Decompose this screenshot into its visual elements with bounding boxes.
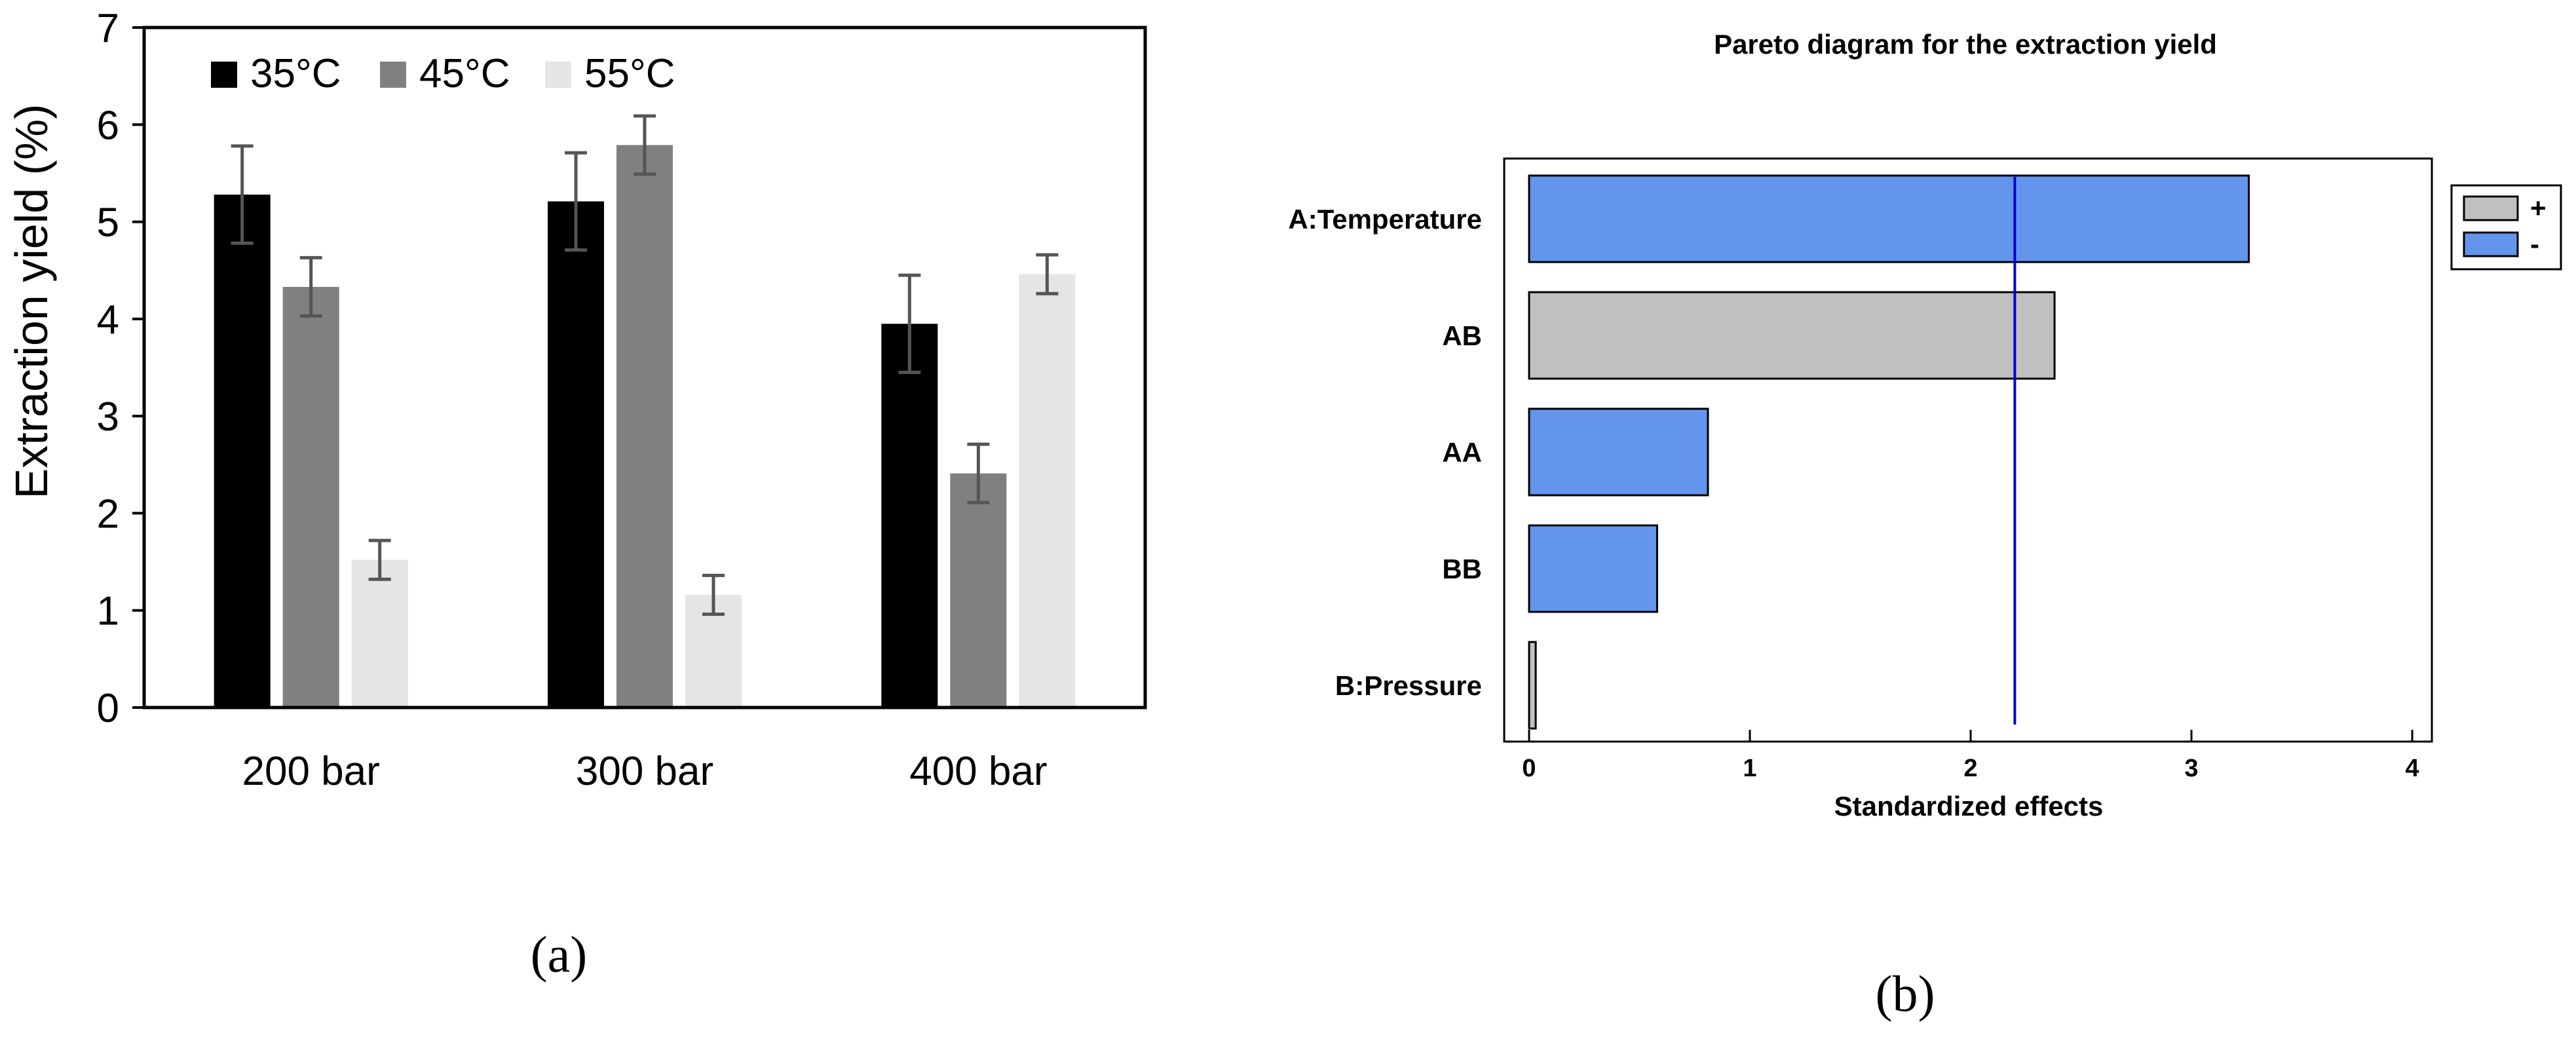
chart-a-y-tick-label: 7 — [97, 6, 119, 51]
chart-a-bar-1-1 — [214, 195, 271, 708]
chart-a-yield-by-pressure: 0 1 2 3 4 5 6 7 200 bar 300 bar 400 bar 35°C 45°C 5… — [6, 6, 1147, 983]
chart-a-y-axis-label: Extraction yield (%) — [6, 104, 57, 499]
chart-b-pareto-diagram: Pareto diagram for the extraction yield … — [1288, 29, 2562, 1022]
chart-a-error-bar-1-3 — [898, 273, 921, 374]
chart-a-legend-label: 55°C — [584, 51, 675, 96]
chart-b-bar-5 — [1528, 641, 1537, 730]
chart-b-legend-swatch — [2463, 195, 2519, 221]
chart-b-category-labels: A:Temperature AB AA BB B:Pressure — [1288, 204, 1482, 701]
chart-b-legend-swatch — [2463, 231, 2519, 257]
chart-b-category-label: AB — [1442, 320, 1482, 351]
chart-b-bars — [1528, 174, 2250, 730]
chart-b-bar-2 — [1528, 291, 2056, 380]
chart-b-legend-label: - — [2530, 229, 2539, 259]
chart-a-error-bar-2-2 — [634, 114, 656, 176]
chart-a-error-bar-1-2 — [565, 151, 587, 252]
chart-b-category-label: BB — [1442, 554, 1482, 584]
chart-b-bar-4 — [1528, 524, 1658, 613]
chart-a-legend-swatch — [380, 62, 406, 88]
chart-b-x-tick-label: 4 — [2405, 755, 2419, 782]
chart-a-bar-3-1 — [351, 559, 408, 708]
chart-a-bar-2-1 — [282, 286, 339, 708]
chart-b-x-ticks: 0 1 2 3 4 — [1522, 730, 2419, 782]
chart-a-error-bar-2-3 — [967, 442, 990, 504]
chart-a-bar-1-3 — [881, 324, 938, 708]
chart-b-x-tick-label: 2 — [1963, 755, 1977, 782]
chart-a-y-tick-label: 2 — [97, 491, 119, 537]
chart-a-legend-label: 35°C — [250, 51, 341, 96]
chart-b-x-axis-label: Standardized effects — [1834, 791, 2104, 822]
chart-a-y-ticks: 0 1 2 3 4 5 6 7 — [97, 6, 144, 731]
chart-b-x-tick-label: 1 — [1743, 755, 1756, 782]
chart-a-y-tick-label: 6 — [97, 103, 119, 148]
chart-a-bar-3-3 — [1019, 274, 1076, 708]
chart-a-plot-frame — [142, 26, 1147, 709]
chart-a-legend-swatch — [545, 62, 571, 88]
chart-a-x-tick-label: 300 bar — [576, 749, 713, 794]
chart-a-legend: 35°C 45°C 55°C — [211, 51, 675, 96]
chart-a-x-tick-labels: 200 bar 300 bar 400 bar — [242, 749, 1048, 794]
chart-b-category-label: A:Temperature — [1288, 204, 1482, 235]
chart-b-x-tick-label: 3 — [2184, 755, 2198, 782]
chart-a-error-bar-3-2 — [702, 573, 725, 616]
chart-a-x-tick-label: 200 bar — [242, 749, 380, 794]
chart-a-bar-2-2 — [616, 145, 673, 708]
chart-a-y-tick-label: 1 — [97, 589, 119, 634]
chart-a-x-tick-label: 400 bar — [909, 749, 1047, 794]
chart-b-bar-1 — [1528, 174, 2250, 263]
chart-a-y-tick-label: 5 — [97, 200, 119, 246]
chart-a-legend-label: 45°C — [419, 51, 510, 96]
chart-b-caption: (b) — [1876, 965, 1935, 1022]
chart-a-y-tick-label: 0 — [97, 686, 119, 731]
chart-a-bar-2-3 — [950, 473, 1007, 708]
chart-a-error-bars — [231, 114, 1059, 616]
chart-b-category-label: B:Pressure — [1335, 670, 1482, 701]
chart-a-y-tick-label: 4 — [97, 297, 119, 343]
chart-b-category-label: AA — [1442, 437, 1482, 468]
chart-a-error-bar-2-1 — [299, 255, 322, 318]
chart-b-x-tick-label: 0 — [1522, 755, 1536, 782]
chart-a-legend-swatch — [211, 62, 237, 88]
chart-b-legend-label: + — [2530, 193, 2547, 223]
chart-a-bars — [214, 145, 1076, 708]
chart-a-bar-1-2 — [548, 201, 604, 708]
chart-a-error-bar-3-1 — [368, 538, 391, 581]
chart-a-y-tick-label: 3 — [97, 394, 119, 440]
chart-b-legend: +- — [2450, 184, 2562, 271]
chart-a-error-bar-3-3 — [1036, 253, 1059, 295]
chart-a-error-bar-1-1 — [231, 144, 254, 245]
chart-b-bar-3 — [1528, 407, 1709, 497]
chart-b-title: Pareto diagram for the extraction yield — [1714, 29, 2217, 60]
chart-a-caption: (a) — [531, 926, 588, 983]
